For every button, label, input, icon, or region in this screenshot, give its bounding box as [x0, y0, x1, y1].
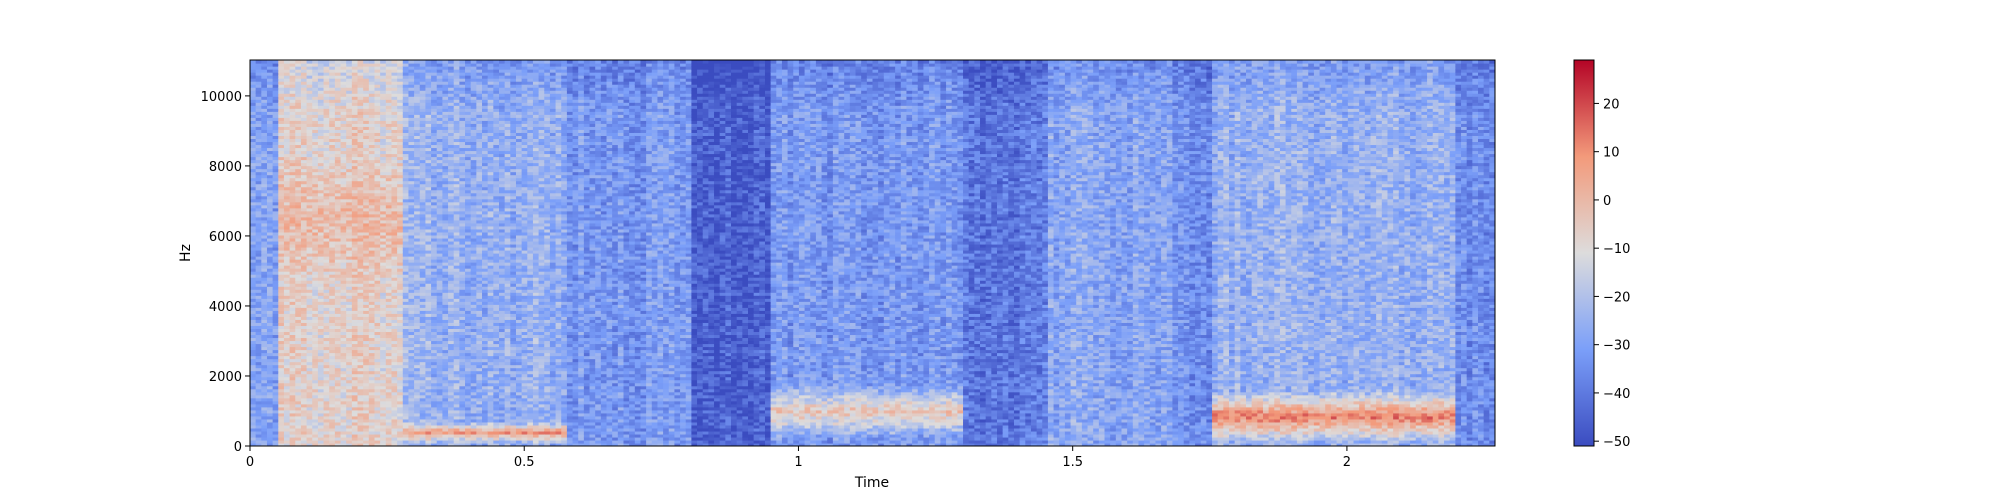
heatmap-cell	[442, 60, 448, 64]
heatmap-cell	[267, 60, 273, 64]
heatmap-cell	[256, 60, 262, 64]
heatmap-cell	[420, 60, 426, 64]
heatmap-cell	[425, 60, 431, 64]
heatmap-cell	[380, 60, 386, 64]
heatmap-cell	[459, 60, 465, 64]
heatmap-cell	[448, 60, 454, 64]
heatmap-cell	[307, 60, 313, 64]
heatmap-cell	[312, 60, 318, 64]
heatmap-cell	[261, 60, 267, 64]
heatmap-cell	[403, 60, 409, 64]
heatmap-cell	[341, 60, 347, 64]
heatmap-cell	[363, 60, 369, 64]
heatmap-cell	[397, 60, 403, 64]
heatmap-cell	[290, 60, 296, 64]
heatmap-cell	[369, 60, 375, 64]
heatmap-cell	[431, 60, 437, 64]
heatmap-cell	[386, 60, 392, 64]
heatmap-cell	[250, 60, 256, 64]
heatmap-cell	[391, 60, 397, 64]
heatmap-cell	[346, 60, 352, 64]
heatmap-cell	[408, 60, 414, 64]
heatmap-cell	[318, 60, 324, 64]
heatmap-cell	[465, 60, 471, 64]
heatmap-cell	[329, 60, 335, 64]
heatmap-cell	[278, 60, 284, 64]
heatmap-cell	[352, 60, 358, 64]
heatmap-cell	[284, 60, 290, 64]
heatmap-cell	[324, 60, 330, 64]
spectrogram-heatmap	[250, 60, 1496, 447]
heatmap-cell	[454, 60, 460, 64]
heatmap-cell	[437, 60, 443, 64]
heatmap-cell	[335, 60, 341, 64]
heatmap-cell	[273, 60, 279, 64]
heatmap-cell	[301, 60, 307, 64]
heatmap-cell	[358, 60, 364, 64]
heatmap-cell	[375, 60, 381, 64]
heatmap-cell	[295, 60, 301, 64]
heatmap-cell	[414, 60, 420, 64]
